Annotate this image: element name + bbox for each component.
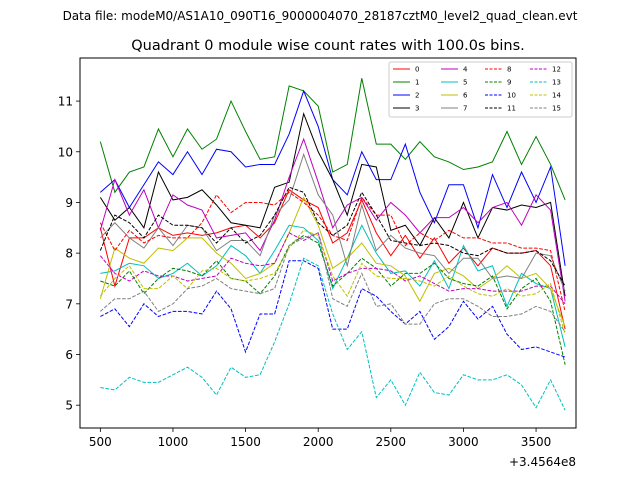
series-line-13 [100, 257, 566, 411]
series-line-12 [99, 232, 566, 305]
legend-label-11: 11 [507, 105, 516, 113]
legend-label-15: 15 [552, 105, 561, 113]
x-tick-label: 2000 [303, 435, 334, 449]
datafile-label: Data file: modeM0/AS1A10_090T16_90000040… [63, 9, 578, 23]
legend-label-3: 3 [415, 105, 419, 113]
series-line-9 [100, 234, 566, 365]
legend-label-4: 4 [463, 66, 468, 74]
y-tick-label: 9 [65, 196, 73, 210]
x-axis-offset-label: +3.4564e8 [509, 455, 576, 469]
x-tick-label: 1500 [230, 435, 261, 449]
legend-label-1: 1 [415, 79, 419, 87]
x-axis-ticks: 500 1000 1500 2000 2500 3000 3500 [89, 428, 551, 449]
legend-frame [388, 61, 573, 118]
legend-label-10: 10 [507, 92, 516, 100]
chart-title: Quadrant 0 module wise count rates with … [131, 38, 525, 54]
y-axis-ticks: 5 6 7 8 9 10 11 [58, 95, 80, 413]
legend-label-5: 5 [463, 79, 467, 87]
y-tick-label: 10 [58, 145, 73, 159]
series-line-6 [99, 196, 566, 327]
y-tick-label: 8 [65, 247, 73, 261]
x-tick-label: 500 [89, 435, 112, 449]
series-line-0 [99, 189, 566, 330]
y-tick-label: 6 [65, 348, 73, 362]
x-tick-label: 2500 [376, 435, 407, 449]
x-tick-label: 1000 [158, 435, 189, 449]
series-line-7 [99, 152, 566, 292]
legend-label-9: 9 [507, 79, 511, 87]
series-line-14 [99, 229, 566, 335]
series-line-5 [100, 224, 566, 348]
series-line-4 [99, 137, 566, 302]
plot-area-frame [79, 57, 577, 429]
x-tick-label: 3500 [521, 435, 552, 449]
legend-label-12: 12 [552, 66, 561, 74]
series-line-15 [100, 232, 566, 332]
x-tick-label: 3000 [448, 435, 479, 449]
legend-label-0: 0 [415, 66, 419, 74]
legend-label-7: 7 [463, 105, 467, 113]
legend-label-14: 14 [552, 92, 561, 100]
legend-label-8: 8 [507, 66, 511, 74]
series-line-8 [99, 191, 566, 312]
series-line-3 [99, 111, 566, 297]
series-line-11 [99, 186, 566, 287]
y-tick-label: 7 [65, 297, 73, 311]
legend-label-2: 2 [415, 92, 419, 100]
legend-label-13: 13 [552, 79, 561, 87]
y-tick-label: 5 [65, 399, 73, 413]
legend-label-6: 6 [463, 92, 468, 100]
series-lines [99, 78, 566, 411]
series-line-1 [99, 78, 566, 201]
series-line-10 [100, 260, 566, 358]
y-tick-label: 11 [58, 95, 73, 109]
